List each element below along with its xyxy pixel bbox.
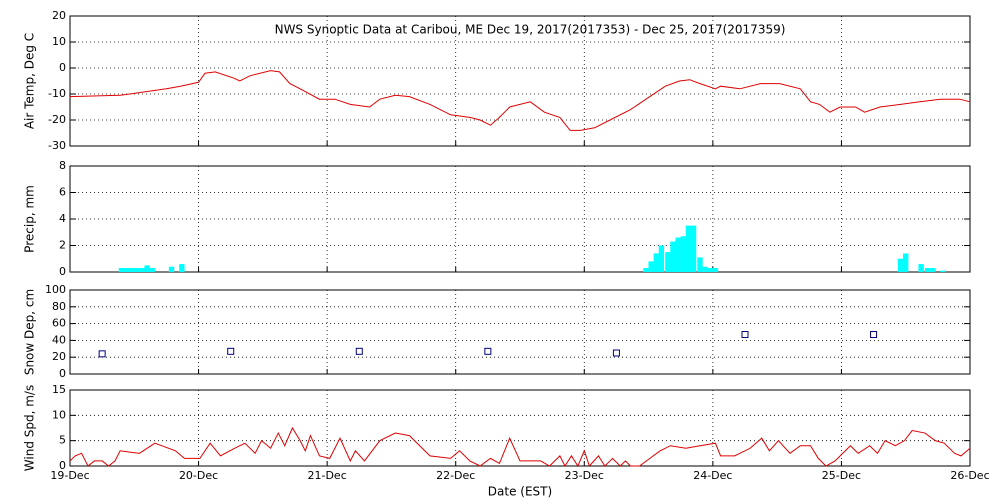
y-tick-label: -20 [48, 113, 66, 126]
bar [658, 245, 665, 272]
bar [712, 268, 719, 272]
point [741, 331, 749, 339]
x-tick-label: 26-Dec [950, 469, 989, 482]
y-axis-label: Precip, mm [23, 185, 37, 253]
y-tick-label: 60 [52, 317, 66, 330]
x-tick-label: 22-Dec [436, 469, 475, 482]
point [98, 350, 106, 358]
y-tick-label: -30 [48, 139, 66, 152]
y-tick-label: 8 [59, 159, 66, 172]
bar [144, 265, 150, 272]
bar [643, 268, 649, 272]
point [355, 347, 363, 355]
y-tick-label: 100 [45, 283, 66, 296]
y-tick-label: 5 [59, 434, 66, 447]
bar [897, 258, 904, 272]
panel: 0 20 40 60 80 100 Snow Dep, cm [23, 283, 971, 380]
bar [924, 268, 931, 272]
bar [179, 264, 185, 272]
bar [918, 264, 924, 272]
bar [930, 268, 936, 272]
y-tick-label: 10 [52, 35, 66, 48]
x-axis-label: Date (EST) [488, 485, 552, 499]
bar [675, 237, 681, 272]
y-axis-label: Wind Spd, m/s [23, 385, 37, 471]
bar [685, 225, 692, 272]
bar [129, 268, 135, 272]
y-tick-label: 80 [52, 300, 66, 313]
y-tick-label: 0 [59, 459, 66, 472]
x-tick-label: 23-Dec [565, 469, 604, 482]
bar [149, 268, 155, 272]
bar [702, 266, 708, 272]
y-axis-label: Snow Dep, cm [23, 289, 37, 375]
bar [707, 268, 713, 272]
point [612, 349, 620, 357]
y-tick-label: 4 [59, 212, 66, 225]
bar [123, 268, 130, 272]
bar [940, 270, 946, 272]
y-tick-label: 20 [52, 350, 66, 363]
y-tick-label: 2 [59, 239, 66, 252]
y-tick-label: -10 [48, 87, 66, 100]
bar [653, 253, 659, 272]
bar [118, 268, 125, 272]
y-axis-label: Air Temp, Deg C [23, 33, 37, 129]
bar [168, 266, 175, 272]
panel: 0 2 4 6 8 Precip, mm [23, 159, 971, 278]
y-tick-label: 0 [59, 265, 66, 278]
y-tick-label: 6 [59, 186, 66, 199]
panel-frame [69, 289, 971, 375]
point [484, 347, 492, 355]
y-tick-label: 15 [52, 383, 66, 396]
x-tick-label: 21-Dec [308, 469, 347, 482]
chart-title: NWS Synoptic Data at Caribou, ME Dec 19,… [275, 23, 786, 37]
bar [139, 268, 145, 272]
y-tick-label: 0 [59, 61, 66, 74]
panel: 0 5 10 15 19-Dec 20-Dec 21-Dec 22-Dec 23-Dec 24-D… [23, 383, 990, 499]
bar [697, 257, 703, 272]
y-tick-label: 0 [59, 367, 66, 380]
bar [903, 253, 909, 272]
y-tick-label: 40 [52, 333, 66, 346]
bar [670, 241, 676, 272]
x-tick-label: 25-Dec [822, 469, 861, 482]
bar [665, 252, 671, 272]
y-tick-label: 20 [52, 9, 66, 22]
point [227, 347, 235, 355]
x-tick-label: 20-Dec [179, 469, 218, 482]
bar [690, 225, 697, 272]
data-line [69, 70, 971, 131]
bar [648, 261, 654, 272]
panel: -30 -20 -10 0 10 20 Air Temp, Deg C NWS Synopti… [23, 9, 971, 152]
panel-frame [69, 389, 971, 467]
point [870, 331, 878, 339]
y-tick-label: 10 [52, 408, 66, 421]
x-tick-label: 24-Dec [693, 469, 732, 482]
data-line [69, 426, 971, 468]
bar [134, 268, 140, 272]
x-tick-label: 19-Dec [50, 469, 89, 482]
bar [680, 236, 686, 272]
